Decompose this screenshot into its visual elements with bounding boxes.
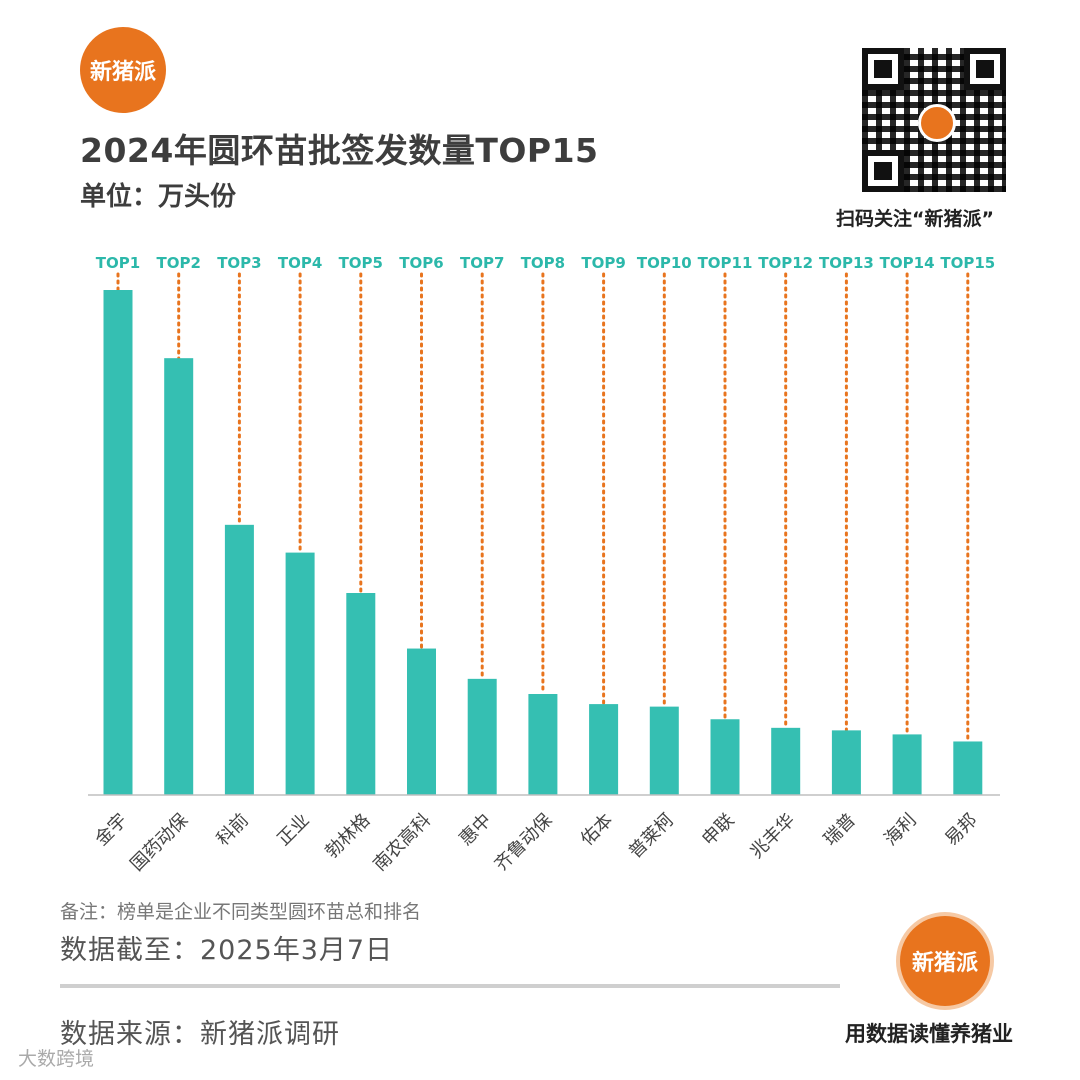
category-label: 瑞普: [820, 810, 860, 850]
rank-label: TOP9: [581, 254, 625, 272]
rank-label: TOP12: [758, 254, 813, 272]
category-label: 勃林格: [321, 810, 374, 863]
category-label: 普莱柯: [625, 810, 678, 863]
data-cutoff-date: 数据截至：2025年3月7日: [60, 935, 394, 966]
rank-label: TOP13: [819, 254, 874, 272]
rank-label: TOP15: [940, 254, 995, 272]
bar-1: [103, 290, 133, 795]
qr-caption: 扫码关注“新猪派”: [836, 208, 994, 230]
bars-layer: TOP1 金宇 TOP2 国药动保 TOP3 科前 TOP4 正业 TOP5 勃林格 TOP6 南农高…: [91, 254, 995, 875]
bar-6: [407, 648, 436, 795]
bar-3: [224, 524, 254, 795]
bar-13: [831, 730, 861, 795]
rank-label: TOP8: [521, 254, 565, 272]
qr-finder-icon: [964, 48, 1006, 90]
chart-title: 2024年圆环苗批签发数量TOP15: [80, 131, 599, 170]
rank-label: TOP6: [399, 254, 443, 272]
category-label: 兆丰华: [746, 810, 799, 863]
bar-8: [528, 694, 558, 795]
bar-2: [164, 358, 194, 795]
brand-logo-bottom: 新猪派: [900, 916, 990, 1006]
category-label: 易邦: [941, 810, 981, 850]
category-label: 惠中: [455, 810, 495, 850]
category-label: 海利: [880, 810, 920, 850]
data-source: 数据来源：新猪派调研: [60, 1019, 340, 1050]
bar-9: [589, 704, 619, 795]
qr-logo-icon: [918, 104, 956, 142]
rank-label: TOP10: [637, 254, 692, 272]
rank-label: TOP1: [96, 254, 140, 272]
bar-chart: TOP1 金宇 TOP2 国药动保 TOP3 科前 TOP4 正业 TOP5 勃林格 TOP6 南农高…: [88, 254, 1000, 875]
category-label: 佑本: [577, 810, 617, 850]
bar-12: [771, 727, 801, 795]
footnote: 备注：榜单是企业不同类型圆环苗总和排名: [60, 901, 422, 923]
bar-14: [892, 734, 922, 795]
brand-logo-top: 新猪派: [80, 27, 166, 113]
rank-label: TOP4: [278, 254, 322, 272]
category-label: 国药动保: [126, 810, 192, 876]
bar-7: [467, 678, 497, 795]
category-label: 金宇: [91, 810, 131, 850]
bar-4: [285, 552, 315, 795]
bar-5: [346, 593, 376, 795]
category-label: 齐鲁动保: [491, 810, 557, 876]
chart-unit: 单位：万头份: [80, 182, 237, 212]
bar-15: [953, 741, 983, 795]
corner-watermark: 大数跨境: [18, 1048, 95, 1070]
category-label: 南农高科: [369, 810, 435, 876]
rank-label: TOP14: [880, 254, 935, 272]
bar-11: [710, 719, 740, 795]
category-label: 正业: [273, 810, 313, 850]
qr-code[interactable]: [862, 48, 1006, 192]
rank-label: TOP7: [460, 254, 504, 272]
rank-label: TOP3: [217, 254, 261, 272]
rank-label: TOP11: [698, 254, 753, 272]
bar-10: [649, 706, 679, 795]
qr-finder-icon: [862, 48, 904, 90]
brand-slogan: 用数据读懂养猪业: [845, 1022, 1013, 1046]
rank-label: TOP2: [156, 254, 200, 272]
rank-label: TOP5: [339, 254, 383, 272]
qr-finder-icon: [862, 150, 904, 192]
category-label: 申联: [698, 810, 738, 850]
footer-divider: [60, 984, 840, 988]
category-label: 科前: [213, 810, 253, 850]
